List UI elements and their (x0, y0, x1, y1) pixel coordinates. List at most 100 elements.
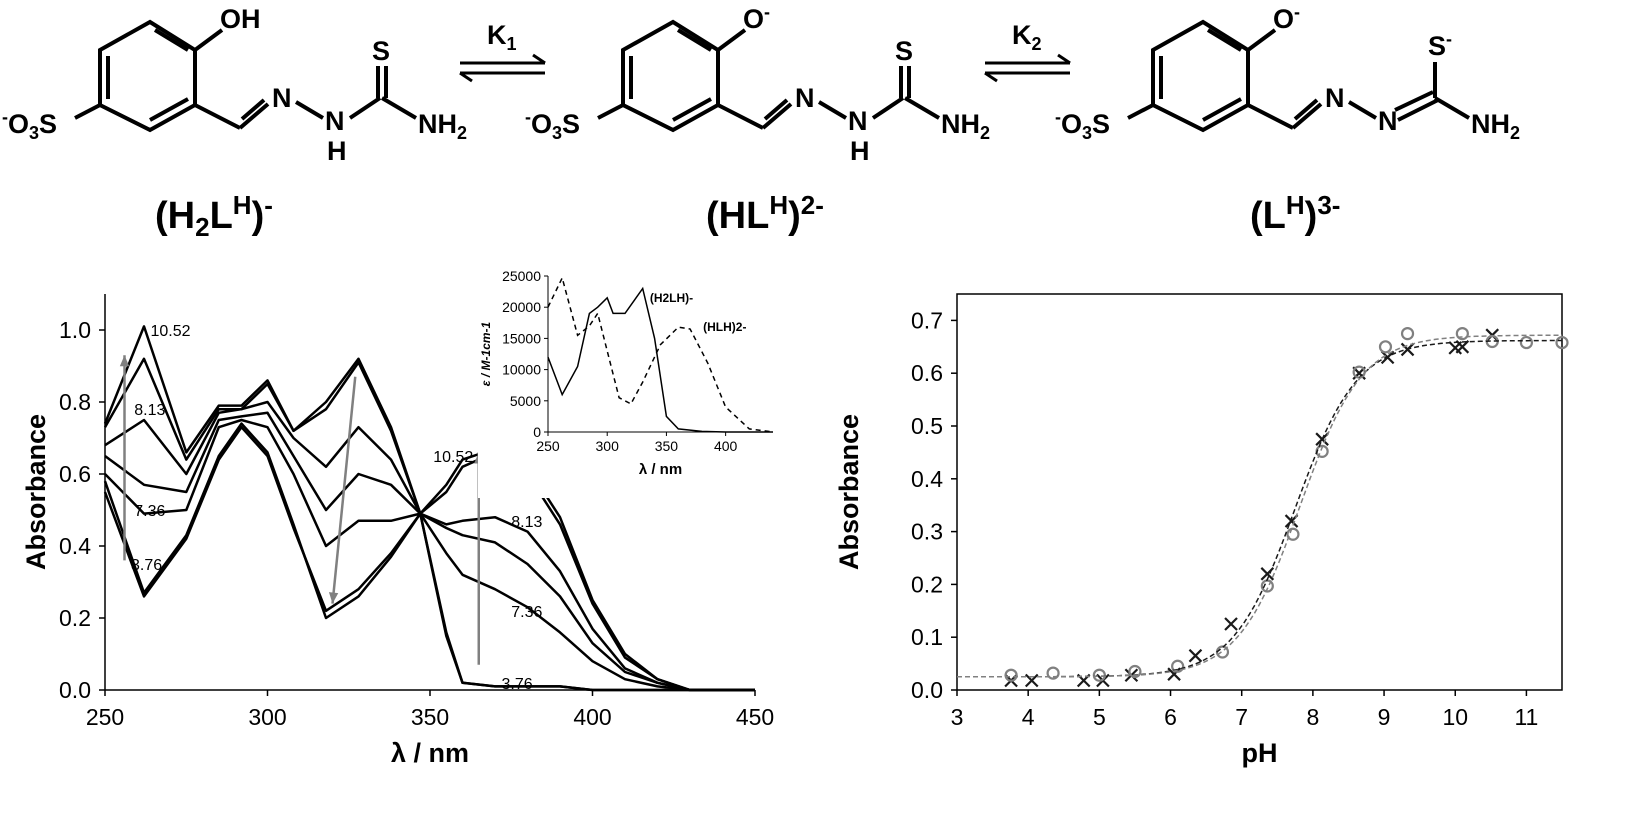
atom-s: S (895, 36, 913, 66)
y-tick-label: 0.3 (911, 519, 943, 545)
molecule-h2l (74, 19, 418, 133)
molecule-l (1127, 19, 1471, 133)
ph-annotation: 10.52 (151, 323, 191, 340)
inset-y-axis-title: ε / M-1cm-1 (479, 321, 493, 386)
atom-so3: -O3S (2, 107, 57, 143)
ph-annotation: 3.76 (131, 557, 162, 574)
atom-o-minus: O- (743, 2, 770, 34)
y-tick-label: 0.1 (911, 624, 943, 650)
ph-annotation: 8.13 (134, 402, 165, 419)
inset-y-tick-label: 15000 (502, 330, 541, 346)
data-point-x (1167, 667, 1181, 681)
equilibrium-arrow-k1 (459, 53, 546, 83)
x-tick-label: 250 (86, 704, 124, 730)
x-tick-label: 400 (573, 704, 611, 730)
data-point-o (1519, 335, 1534, 350)
ph-annotation: 7.36 (511, 604, 542, 621)
spectrum-line (104, 411, 755, 692)
x-axis-title: pH (1242, 738, 1278, 768)
inset-series-line (547, 275, 774, 433)
inset-chart: 250 300 350 400 0 5000 10000 15000 20000 25000 λ /… (478, 268, 798, 498)
atom-nh: N (325, 106, 345, 136)
trend-arrow (331, 376, 357, 604)
y-tick-label: 0.2 (911, 571, 943, 597)
x-tick-label: 10 (1442, 704, 1468, 730)
k1-label: K1 (487, 20, 517, 54)
inset-x-tick-label: 400 (714, 438, 738, 454)
inset-x-tick-label: 350 (655, 438, 679, 454)
x-tick-label: 3 (951, 704, 964, 730)
species-label-hl: (HLH)2- (706, 190, 824, 237)
atom-h: H (327, 136, 347, 166)
atom-so3: -O3S (525, 107, 580, 143)
inset-series-label: (H2LH)- (650, 291, 693, 305)
x-tick-label: 8 (1306, 704, 1319, 730)
x-tick-label: 5 (1093, 704, 1106, 730)
inset-series-label: (HLH)2- (703, 320, 746, 334)
ph-annotation: 10.52 (433, 449, 473, 466)
data-point-o (1455, 326, 1469, 341)
y-tick-label: 0.6 (911, 360, 943, 386)
atom-h: H (850, 136, 870, 166)
y-tick-label: 0.4 (59, 533, 91, 559)
atom-n: N (272, 83, 292, 113)
x-axis-title: λ / nm (391, 738, 469, 768)
spectrum-line (103, 357, 755, 692)
atom-n: N (795, 83, 815, 113)
atom-nh2: NH2 (418, 109, 467, 143)
spectrum-line (103, 325, 755, 692)
x-tick-label: 6 (1164, 704, 1177, 730)
data-point-o (1286, 527, 1300, 541)
ph-annotation: 7.36 (134, 503, 165, 520)
inset-x-tick-label: 300 (596, 438, 620, 454)
atom-nh2: NH2 (941, 109, 990, 143)
y-axis-title: Absorbance (834, 414, 864, 570)
data-point-x (1224, 617, 1238, 631)
fit-curve (957, 339, 1562, 678)
equilibrium-arrow-k2 (984, 53, 1071, 83)
molecule-hl-atoms: O- N N H S NH2 -O3S (525, 2, 990, 166)
y-tick-label: 0.0 (911, 677, 943, 703)
y-tick-label: 0.7 (911, 307, 943, 333)
data-point-o (1004, 668, 1018, 682)
molecule-h2l-atoms: OH N N H S NH2 -O3S (2, 4, 467, 166)
y-tick-label: 0.8 (59, 389, 91, 415)
reaction-scheme: OH N N H S NH2 -O3S K1 O- N N H S (2, 2, 1520, 242)
inset-y-tick-label: 0 (533, 424, 541, 440)
atom-oh: OH (220, 4, 261, 34)
y-tick-label: 0.5 (911, 413, 943, 439)
inset-y-tick-label: 25000 (502, 268, 541, 284)
spectrum-line (103, 422, 755, 692)
inset-x-axis-title: λ / nm (639, 461, 682, 478)
species-label-l: (LH)3- (1250, 190, 1340, 237)
inset-x-tick-label: 250 (536, 438, 560, 454)
titration-chart: 3 4 5 6 7 8 9 10 11 0.0 0.1 0.2 0.3 0.4 0.5 0.6 0.7 pH Abs… (834, 293, 1569, 768)
plot-frame (956, 293, 1563, 691)
y-axis-title: Absorbance (21, 414, 51, 570)
y-tick-label: 1.0 (59, 317, 91, 343)
x-tick-label: 7 (1235, 704, 1248, 730)
data-point-o (1171, 659, 1185, 673)
atom-s: S (372, 36, 390, 66)
atom-so3: -O3S (1055, 107, 1110, 143)
atom-n: N (1325, 83, 1345, 113)
data-point-o (1400, 326, 1415, 341)
trend-arrow-head (119, 355, 130, 367)
inset-series-line (547, 286, 773, 433)
spectrum-line (104, 418, 755, 692)
x-tick-label: 11 (1514, 704, 1538, 730)
atom-s-minus: S- (1428, 29, 1452, 61)
atom-nh2: NH2 (1471, 109, 1520, 143)
inset-y-tick-label: 10000 (502, 362, 541, 378)
y-tick-label: 0.0 (59, 677, 91, 703)
y-tick-label: 0.4 (911, 466, 943, 492)
k2-label: K2 (1012, 20, 1042, 54)
ph-annotation: 8.13 (511, 514, 542, 531)
molecule-l-atoms: O- N N S- NH2 -O3S (1055, 2, 1520, 143)
data-point-o (1092, 668, 1106, 682)
data-point-o (1378, 340, 1393, 354)
y-tick-label: 0.2 (59, 605, 91, 631)
data-point-x (1188, 648, 1203, 663)
x-tick-label: 4 (1022, 704, 1035, 730)
x-tick-label: 9 (1378, 704, 1391, 730)
